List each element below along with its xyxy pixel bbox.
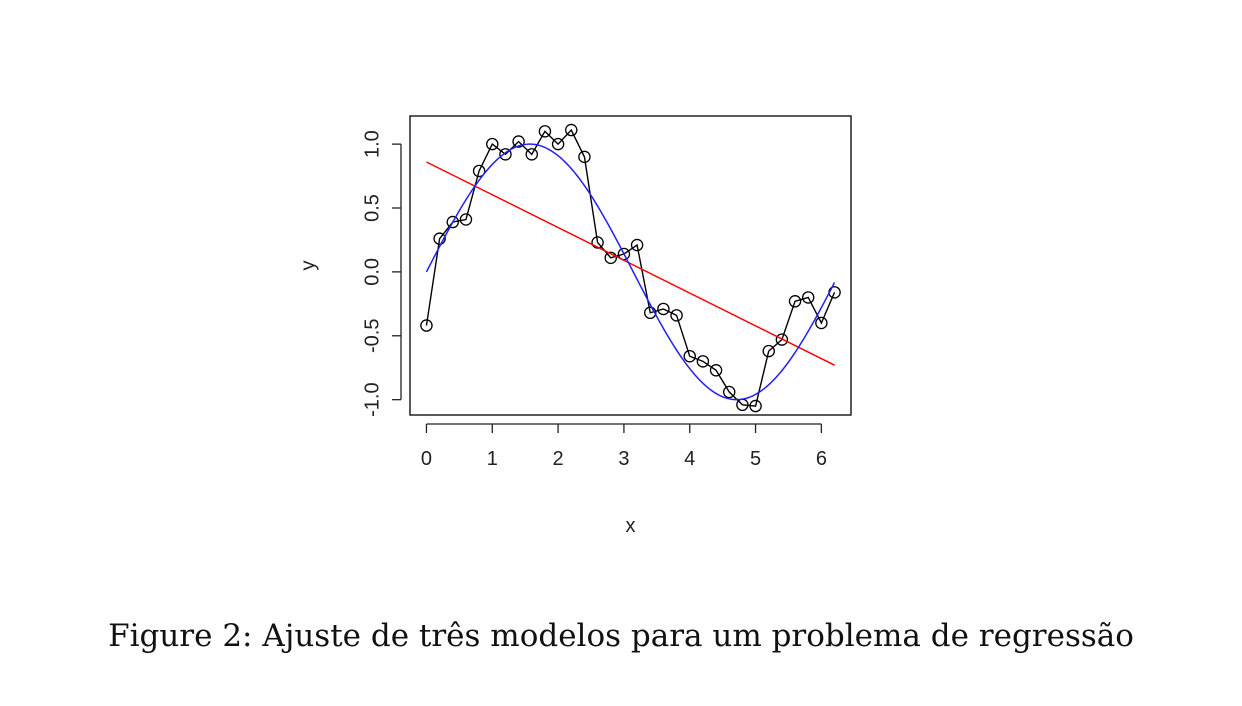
- y-axis-label: y: [297, 261, 319, 271]
- data-point: [775, 333, 789, 346]
- linear-fit-line: [426, 161, 835, 366]
- data-point: [815, 316, 828, 330]
- axes: [392, 115, 852, 433]
- labels: 0 1 2 3 4 5 6 -1.0 -0.5 0.0 0.5 1.0 x y: [297, 130, 827, 537]
- x-tick-label: 6: [816, 448, 827, 470]
- y-tick-label: -0.5: [361, 319, 383, 353]
- data-point: [420, 319, 433, 332]
- data-point: [512, 135, 525, 148]
- data-point: [459, 213, 473, 226]
- data-point: [801, 291, 815, 304]
- scatter-plot: 0 1 2 3 4 5 6 -1.0 -0.5 0.0 0.5 1.0 x y: [297, 115, 852, 537]
- data-point: [670, 309, 683, 322]
- data-point: [630, 238, 644, 252]
- data-point: [538, 125, 552, 138]
- data-point: [472, 164, 486, 178]
- x-axis-label: x: [626, 515, 636, 537]
- data-point: [788, 295, 802, 308]
- data-point: [578, 150, 591, 164]
- interpolating-fit-line: [425, 128, 836, 407]
- series-layer: [420, 123, 841, 413]
- data-point: [486, 137, 499, 151]
- data-point: [709, 364, 723, 377]
- data-point: [749, 399, 762, 413]
- x-tick-label: 0: [421, 448, 432, 470]
- data-point: [499, 148, 512, 161]
- x-tick-label: 1: [487, 448, 498, 470]
- x-tick-label: 5: [750, 448, 761, 470]
- data-point: [722, 385, 736, 399]
- x-tick-label: 4: [684, 448, 695, 470]
- data-point: [551, 137, 565, 151]
- y-tick-label: -1.0: [361, 382, 383, 416]
- y-tick-label: 1.0: [361, 130, 383, 158]
- sine-fit-curve: [425, 143, 836, 401]
- data-point: [591, 236, 604, 249]
- data-point: [683, 349, 696, 363]
- data-point: [525, 148, 539, 161]
- data-point: [696, 355, 710, 368]
- data-point: [643, 306, 657, 320]
- y-tick-label: 0.0: [361, 258, 383, 286]
- data-point: [657, 302, 670, 316]
- data-point: [446, 215, 460, 229]
- data-point: [604, 251, 618, 265]
- data-point: [762, 344, 775, 358]
- plot-frame: [409, 115, 852, 416]
- figure-caption: Figure 2: Ajuste de três modelos para um…: [108, 618, 1134, 654]
- x-tick-label: 3: [618, 448, 629, 470]
- x-tick-label: 2: [553, 448, 564, 470]
- y-tick-label: 0.5: [361, 194, 383, 222]
- data-point: [565, 123, 578, 137]
- data-point: [433, 232, 446, 245]
